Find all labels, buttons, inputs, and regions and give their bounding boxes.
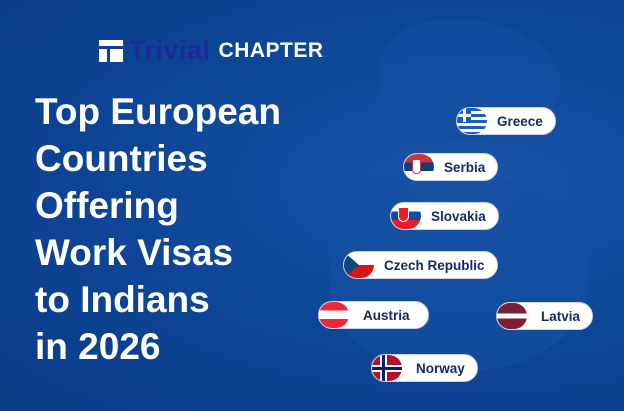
czech-flag-icon (344, 252, 374, 278)
logo-text-chapter: CHAPTER (218, 38, 324, 62)
latvia-flag-icon (497, 303, 527, 329)
country-name: Norway (416, 360, 465, 376)
serbia-flag-icon (404, 154, 434, 180)
country-pill-serbia: Serbia (403, 153, 499, 181)
country-pill-austria: Austria (318, 301, 429, 329)
title-line: in 2026 (35, 326, 161, 367)
country-pill-latvia: Latvia (496, 302, 594, 330)
title-line: to Indians (35, 279, 210, 320)
logo-icon (99, 39, 123, 62)
country-name: Slovakia (431, 208, 486, 224)
country-name: Austria (363, 307, 410, 323)
austria-flag-icon (319, 302, 349, 328)
country-pill-slovakia: Slovakia (390, 202, 499, 230)
country-name: Serbia (444, 159, 486, 175)
title-line: Countries (35, 138, 208, 179)
logo: Trivial CHAPTER (99, 35, 324, 66)
page-title: Top European Countries Offering Work Vis… (35, 88, 281, 370)
country-name: Greece (497, 113, 543, 129)
title-line: Offering (35, 185, 179, 226)
title-line: Top European (35, 91, 281, 132)
title-line: Work Visas (35, 232, 234, 273)
logo-text-trivial: Trivial (129, 35, 211, 65)
norway-flag-icon (372, 355, 402, 381)
country-pill-czech-republic: Czech Republic (343, 251, 498, 279)
country-pill-greece: Greece (456, 107, 556, 135)
slovakia-flag-icon (391, 203, 421, 229)
country-name: Latvia (541, 308, 581, 324)
greece-flag-icon (457, 108, 487, 134)
country-pill-norway: Norway (371, 354, 478, 382)
country-name: Czech Republic (384, 257, 485, 273)
